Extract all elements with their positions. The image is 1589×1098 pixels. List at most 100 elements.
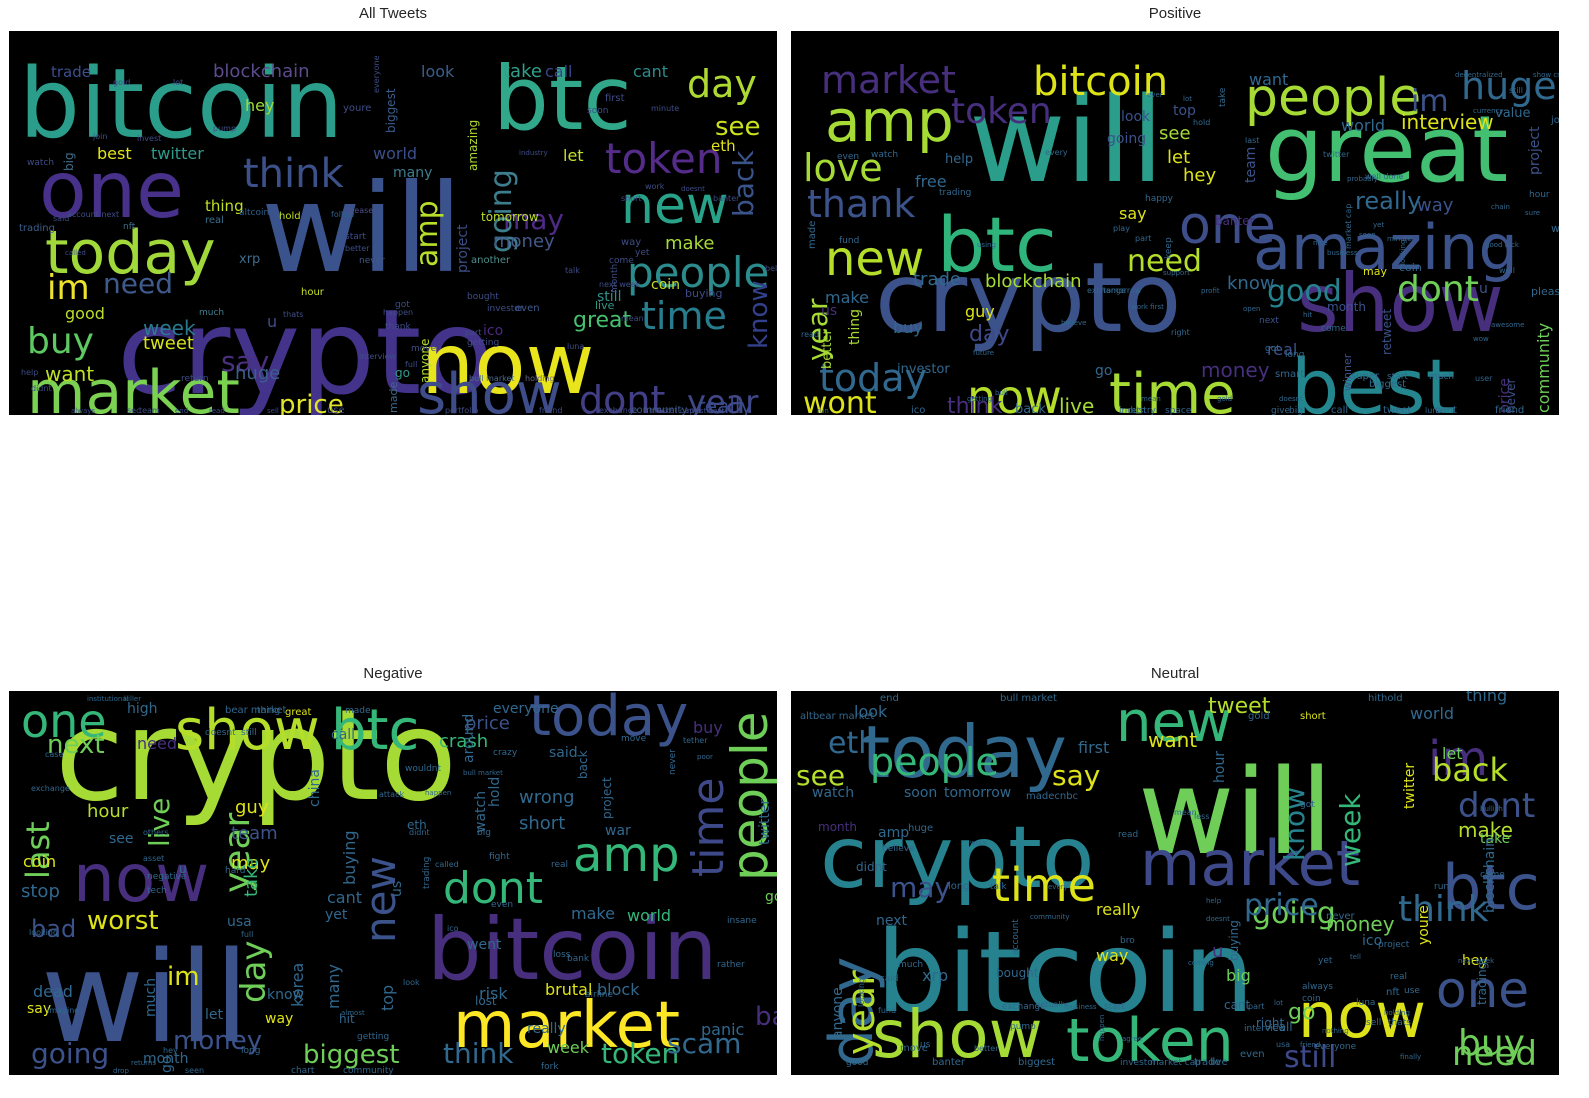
wordcloud-word: price: [465, 713, 510, 734]
wordcloud-word: back: [576, 750, 590, 779]
wordcloud-word: good: [846, 1058, 868, 1068]
wordcloud-word: account next: [67, 210, 119, 219]
wordcloud-word: short: [621, 194, 642, 203]
wordcloud-word: sec: [127, 406, 141, 415]
wordcloud-word: hey: [1183, 165, 1216, 186]
wordcloud-word: go: [1095, 363, 1112, 379]
wordcloud-word: way: [265, 1011, 293, 1027]
wordcloud-word: money: [1326, 912, 1395, 936]
wordcloud-word: month: [1327, 300, 1366, 314]
wordcloud-word: pump: [213, 124, 236, 133]
wordcloud-word: first: [605, 93, 625, 104]
wordcloud-word: hey: [245, 96, 274, 115]
wordcloud-word: blockchain: [1482, 838, 1498, 913]
wordcloud-word: week: [1334, 793, 1367, 867]
wordcloud-canvas: will bitcoin crypto today market btc show token…: [791, 691, 1559, 1075]
wordcloud-word: cant: [1435, 405, 1457, 415]
wordcloud-word: attack: [379, 790, 404, 799]
wordcloud-word: ico: [447, 924, 459, 933]
wordcloud-word: move: [900, 1043, 928, 1054]
wordcloud-word: bullish: [1480, 805, 1503, 813]
wordcloud-word: love: [803, 146, 883, 190]
wordcloud-word: market: [27, 358, 240, 415]
wordcloud-word: make: [1458, 818, 1513, 842]
wordcloud-word: going: [31, 1037, 109, 1070]
wordcloud-word: let: [1442, 744, 1463, 763]
wordcloud-word: buy: [1458, 1023, 1525, 1064]
wordcloud-word: eth: [407, 818, 427, 832]
wordcloud-word: project: [455, 224, 471, 273]
wordcloud-word: panic: [701, 1020, 744, 1039]
wordcloud-word: friend: [1495, 405, 1524, 415]
wordcloud-word: nft: [123, 222, 136, 232]
wordcloud-word: live: [595, 299, 615, 312]
wordcloud-word: much: [143, 978, 159, 1017]
wordcloud-word: believe: [1061, 319, 1086, 327]
wordcloud-word: banter: [1215, 214, 1255, 228]
wordcloud-word: new: [1116, 691, 1232, 755]
wordcloud-word: year: [217, 812, 258, 893]
wordcloud-word: show: [872, 996, 1043, 1073]
wordcloud-word: need: [103, 267, 173, 300]
wordcloud-word: let: [563, 146, 584, 165]
wordcloud-word: trading: [19, 223, 55, 234]
wordcloud-word: made: [345, 706, 371, 716]
wordcloud-word: may: [503, 203, 564, 236]
wordcloud-word: fund: [878, 1006, 896, 1015]
wordcloud-word: token: [951, 91, 1052, 132]
wordcloud-word: end: [880, 693, 899, 704]
wordcloud-word: war: [605, 823, 631, 839]
wordcloud-word: really: [1355, 187, 1421, 215]
wordcloud-word: join: [1550, 115, 1559, 126]
wordcloud-word: amazing: [466, 120, 480, 171]
wordcloud-word: usa: [1276, 1040, 1290, 1049]
wordcloud-word: big: [1226, 966, 1251, 985]
wordcloud-word: think: [1398, 889, 1489, 930]
wordcloud-word: bought: [996, 966, 1039, 980]
wordcloud-word: btc: [937, 200, 1057, 289]
wordcloud-word: china: [307, 769, 323, 807]
wordcloud-word: keep: [1164, 237, 1174, 259]
wordcloud-word: think: [443, 1037, 514, 1070]
wordcloud-word: winner: [1341, 353, 1354, 391]
wordcloud-word: tweet: [1383, 405, 1411, 415]
wordcloud-word: trading: [422, 857, 432, 889]
wordcloud-word: live: [1059, 394, 1094, 415]
wordcloud-word: made: [387, 382, 400, 413]
wordcloud-word: sell: [1366, 1018, 1381, 1028]
wordcloud-word: went: [467, 937, 502, 953]
wordcloud-word: call: [545, 62, 573, 81]
panel-title: All Tweets: [358, 5, 428, 22]
wordcloud-word: join: [92, 132, 107, 141]
wordcloud-word: start: [1104, 1002, 1125, 1012]
wordcloud-word: thing: [257, 706, 280, 716]
wordcloud-word: asset: [143, 854, 164, 863]
wordcloud-word: trade: [913, 269, 961, 290]
wordcloud-word: looking: [1399, 240, 1407, 265]
wordcloud-word: biggest: [1369, 379, 1406, 390]
wordcloud-word: part: [465, 328, 481, 337]
wordcloud-word: much: [898, 960, 923, 970]
wordcloud-word: exchange: [31, 784, 70, 793]
wordcloud-word: crash: [439, 731, 488, 752]
wordcloud-word: big: [1289, 406, 1303, 415]
wordcloud-word: soon: [1359, 231, 1376, 239]
wordcloud-word: account: [1011, 919, 1021, 955]
wordcloud-word: go: [1288, 1000, 1315, 1025]
wordcloud-word: still: [1509, 86, 1523, 95]
wordcloud-word: buy: [893, 318, 923, 337]
wordcloud-word: price: [279, 390, 344, 415]
wordcloud-word: tweet: [1208, 694, 1271, 719]
wordcloud-word: tech: [147, 886, 167, 896]
wordcloud-word: cant: [327, 888, 362, 907]
wordcloud-word: now: [421, 315, 594, 413]
wordcloud-word: im: [1428, 731, 1488, 787]
wordcloud-word: amp: [825, 87, 954, 155]
wordcloud-word: twitter: [1402, 763, 1418, 809]
wordcloud-word: super: [1351, 371, 1380, 382]
wordcloud-word: u: [1212, 941, 1223, 962]
wordcloud-word: getting: [467, 338, 499, 348]
wordcloud-word: bad: [31, 915, 76, 943]
wordcloud-word: people: [721, 712, 777, 881]
wordcloud-word: real: [551, 860, 568, 870]
